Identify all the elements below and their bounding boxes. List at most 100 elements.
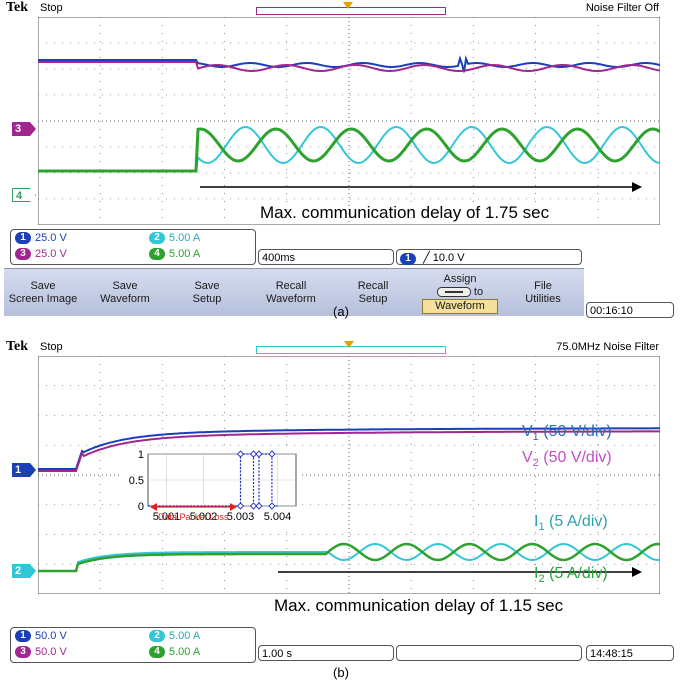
inset-signal-line [148,453,278,507]
save-waveform-button[interactable]: Save Waveform [90,273,160,313]
delay-arrow-head [632,182,642,192]
graticule [38,17,660,225]
scope-panel-b: Tek Stop 75.0MHz Noise Filter 1 2 0 0.5 1 … [4,339,677,680]
save-button-icon [436,287,471,297]
noise-filter-status: Noise Filter Off [585,2,659,14]
ch4-badge: 4 [149,248,165,260]
legend-i1-sub: 1 [538,521,545,534]
inset-y-tick-label: 1 [138,449,144,461]
ch2-value: 5.00 A [169,232,201,244]
trace-i1 [38,542,660,572]
inset-data-point [236,450,245,458]
delay-arrow-head [632,567,642,577]
menu-label: Save [112,280,138,292]
inset-markers [236,450,276,510]
channel-readout[interactable]: 1 25.0 V 2 5.00 A 3 25.0 V 4 5.00 A [10,229,256,265]
ch2-scale: 2 5.00 A [149,630,200,642]
legend-v2-rest: (50 V/div) [538,449,612,466]
recall-waveform-button[interactable]: Recall Waveform [256,273,326,313]
save-setup-button[interactable]: Save Setup [172,273,242,313]
menu-label: Utilities [525,293,561,305]
ch2-scale: 2 5.00 A [149,232,200,244]
recall-setup-button[interactable]: Recall Setup [338,273,408,313]
ch3-scale: 3 50.0 V [15,646,67,658]
menu-label: Setup [192,293,222,305]
menu-label: Assign [443,272,477,285]
delay-annotation: Max. communication delay of 1.15 sec [274,596,564,615]
tek-logo: Tek [6,339,29,354]
inset-x-tick-label: 5.001 [153,511,181,523]
file-utilities-button[interactable]: File Utilities [508,273,578,313]
channel-1-marker[interactable]: 1 [12,463,36,477]
trigger-level: ╱ 10.0 V [423,252,465,264]
legend-v1-base: V [522,423,533,440]
trace-v2 [38,430,660,472]
status-bar: Tek Stop 75.0MHz Noise Filter [4,339,677,356]
menu-label: Save [194,280,220,292]
legend-i2-base: I [534,565,539,582]
panel-caption: (a) [333,304,349,319]
bottom-menu: Save Screen Image Save Waveform Save Set… [4,268,584,316]
scope-panel-a: Tek Stop Noise Filter Off 3 4 Max. commu… [4,0,677,325]
ch4-value: 5.00 A [169,248,201,260]
inset-data-point [268,450,276,458]
ch3-value: 25.0 V [35,248,67,260]
clock-readout: 00:16:10 [586,302,674,318]
legend-v2-base: V [522,449,533,466]
inset-data-point [255,450,263,458]
trace-ch3 [38,61,660,72]
ch4-scale: 4 5.00 A [149,248,200,260]
legend-i1-rest: (5 A/div) [544,513,608,530]
ch1-value: 25.0 V [35,232,67,244]
ch4-value: 5.00 A [169,646,201,658]
timebase-readout[interactable]: 400ms [258,249,394,265]
trace-v1 [38,427,660,470]
trigger-source-badge: 1 [400,253,416,265]
inset-y-tick-label: 0.5 [129,475,144,487]
ch1-scale: 1 25.0 V [15,232,67,244]
inset-data-point [249,450,258,458]
delay-annotation: Max. communication delay of 1.75 sec [260,203,550,222]
trace-ch4 [38,127,660,173]
menu-label: Save [30,280,56,292]
ch2-badge: 2 [149,232,165,244]
trigger-position-marker [344,341,354,348]
inset-data-point [249,502,258,510]
clock-readout: 14:48:15 [586,645,674,661]
inset-y-tick-label: 0 [138,501,144,513]
timebase-readout[interactable]: 1.00 s [258,645,394,661]
channel-4-marker[interactable]: 4 [12,188,36,202]
legend-i2-sub: 2 [538,573,545,586]
channel-2-marker[interactable]: 2 [12,564,36,578]
menu-label: Recall [275,280,307,292]
save-screen-image-button[interactable]: Save Screen Image [8,273,78,313]
inset-x-ticks: 5.001 5.002 5.003 5.004 [153,511,292,523]
menu-label: Waveform [100,293,150,305]
inset-x-tick-label: 5.003 [227,511,255,523]
legend-v2: V2 (50 V/div) [522,449,612,469]
legend-v1-sub: 1 [532,431,539,444]
tek-logo: Tek [6,0,29,15]
legend-v1-rest: (50 V/div) [538,423,612,440]
ch2-badge: 2 [149,630,165,642]
channel-3-marker[interactable]: 3 [12,122,36,136]
status-bar: Tek Stop Noise Filter Off [4,0,677,17]
trace-i2 [38,542,660,573]
assign-row: to [422,286,498,299]
ch4-badge: 4 [149,646,165,658]
ch1-badge: 1 [15,232,31,244]
menu-label: Waveform [422,298,498,314]
channel-readout[interactable]: 1 50.0 V 2 5.00 A 3 50.0 V 4 5.00 A [10,627,256,663]
ch3-badge: 3 [15,646,31,658]
inset-data-point [236,502,245,510]
assign-to-waveform-button[interactable]: Assign to Waveform [422,272,498,314]
legend-v1: V1 (50 V/div) [522,423,612,443]
panel-caption: (b) [333,665,349,680]
trigger-readout[interactable] [396,645,582,661]
ch2-value: 5.00 A [169,630,201,642]
acquisition-status: Stop [40,2,63,14]
inset-x-tick-label: 5.002 [190,511,218,523]
packet-loss-arrow-right [230,503,237,511]
inset-y-ticks: 00.51 [129,449,144,513]
trigger-readout[interactable]: 1 ╱ 10.0 V [396,249,582,265]
